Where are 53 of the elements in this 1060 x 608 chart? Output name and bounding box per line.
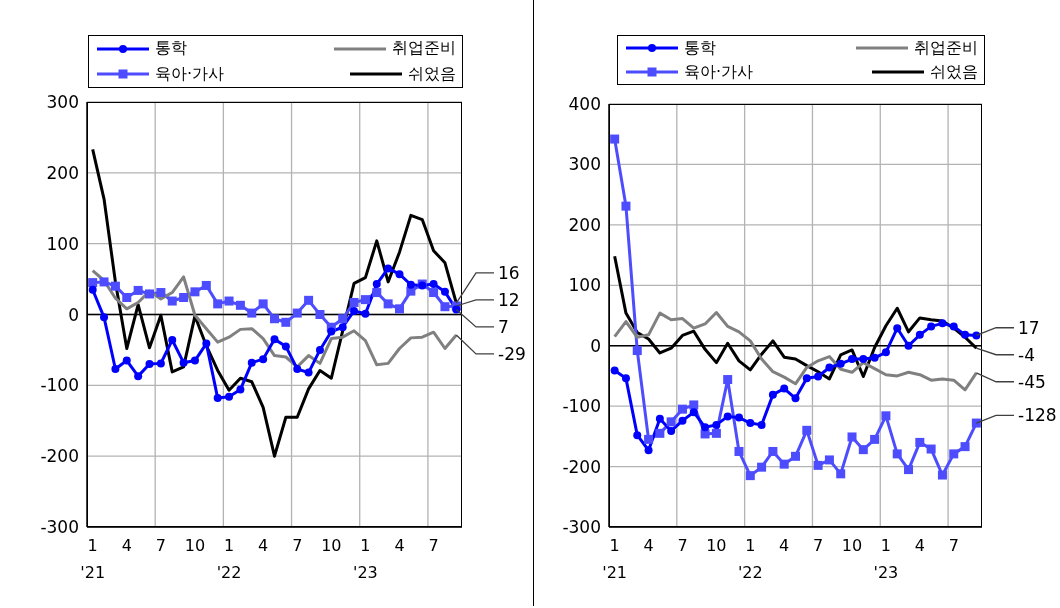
- legend-label: 육아·가사: [684, 61, 754, 83]
- y-tick-label: -200: [562, 456, 601, 477]
- data-label: 7: [498, 316, 509, 337]
- x-tick-label: 1 '22: [737, 536, 763, 582]
- y-tick-label: 300: [46, 92, 79, 113]
- y-tick-label: 0: [590, 335, 601, 356]
- y-tick-label: -100: [40, 375, 79, 396]
- x-tick-label: 10: [321, 536, 342, 555]
- y-tick-label: -300: [40, 517, 79, 538]
- legend-label: 육아·가사: [155, 63, 225, 85]
- x-tick-label: 1 '23: [353, 536, 378, 582]
- y-tick-label: 100: [568, 275, 601, 296]
- x-tick-label: 4: [394, 536, 405, 555]
- legend-label: 쉬었음: [930, 61, 978, 83]
- y-tick-label: -300: [562, 517, 601, 538]
- x-tick-label: 7: [677, 536, 688, 555]
- data-label: 12: [498, 289, 520, 310]
- y-tick-label: 200: [46, 162, 79, 183]
- x-tick-label: 4: [258, 536, 269, 555]
- data-label: 17: [1018, 317, 1040, 338]
- x-tick-label: 1 '21: [80, 536, 106, 582]
- legend-label: 쉬었음: [408, 63, 456, 85]
- data-label: -128: [1018, 405, 1057, 426]
- x-tick-label: 4: [914, 536, 925, 555]
- data-label: -4: [1018, 344, 1035, 365]
- legend-label: 취업준비: [392, 38, 456, 60]
- y-tick-label: 200: [568, 214, 601, 235]
- x-tick-label: 1 '21: [602, 536, 628, 582]
- x-tick-label: 7: [428, 536, 439, 555]
- data-label: -29: [498, 343, 526, 364]
- x-tick-label: 1 '23: [873, 536, 899, 582]
- x-tick-label: 10: [706, 536, 727, 555]
- y-tick-label: 300: [568, 154, 601, 175]
- y-tick-label: 400: [568, 94, 601, 115]
- x-tick-label: 7: [948, 536, 959, 555]
- y-tick-label: -100: [562, 396, 601, 417]
- y-tick-label: 100: [46, 233, 79, 254]
- x-tick-label: 4: [643, 536, 654, 555]
- data-label: -45: [1018, 371, 1046, 392]
- legend-label: 취업준비: [914, 37, 978, 59]
- y-tick-label: -200: [40, 446, 79, 467]
- x-tick-label: 7: [292, 536, 303, 555]
- x-tick-label: 7: [813, 536, 824, 555]
- x-tick-label: 10: [841, 536, 863, 555]
- x-tick-label: 7: [155, 536, 166, 555]
- x-tick-label: 1 '22: [216, 536, 242, 582]
- x-tick-label: 4: [121, 536, 132, 555]
- x-tick-label: 10: [184, 536, 206, 555]
- legend-label: 통학: [684, 37, 716, 59]
- legend-label: 통학: [155, 38, 187, 60]
- x-tick-label: 4: [779, 536, 790, 555]
- y-tick-label: 0: [68, 304, 79, 325]
- data-label: 16: [498, 262, 520, 283]
